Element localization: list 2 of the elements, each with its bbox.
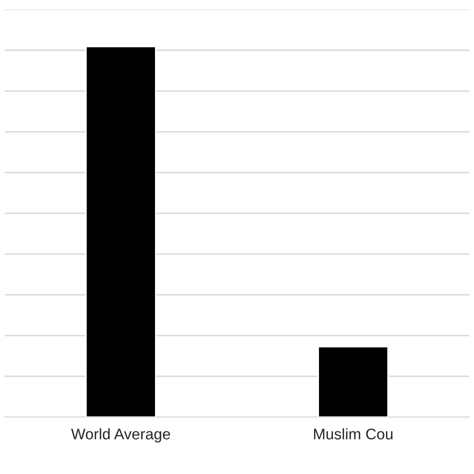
x-tick-label: Muslim Cou bbox=[314, 428, 392, 440]
x-tick-label: World Average bbox=[71, 428, 170, 442]
